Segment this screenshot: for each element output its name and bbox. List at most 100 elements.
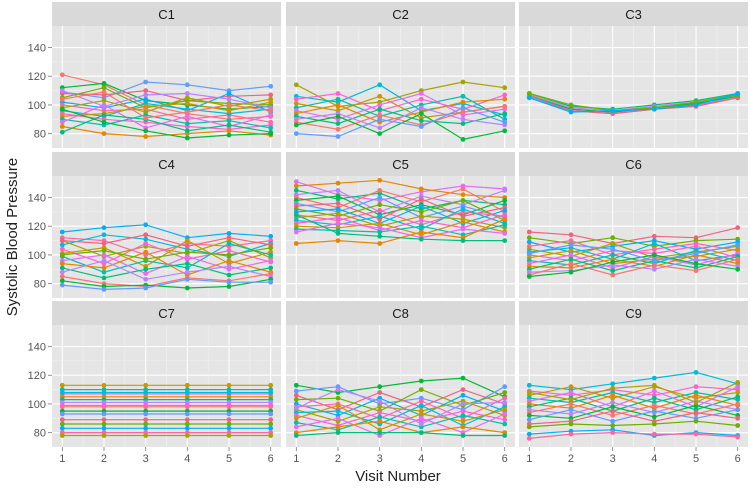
series-c9-13 <box>526 418 741 430</box>
data-point <box>377 116 383 122</box>
series-c1-17 <box>59 89 274 121</box>
data-point <box>377 410 383 415</box>
panel-strip <box>286 2 515 26</box>
data-point <box>610 268 616 274</box>
series-line <box>296 81 505 108</box>
data-point <box>526 229 532 235</box>
data-point <box>568 269 574 275</box>
data-point <box>502 395 508 401</box>
data-point <box>59 124 65 129</box>
data-point <box>184 421 190 427</box>
data-point <box>143 232 149 238</box>
data-point <box>226 411 232 417</box>
data-point <box>101 131 107 137</box>
series-line <box>296 112 505 141</box>
data-point <box>502 222 508 228</box>
data-point <box>377 404 383 410</box>
data-point <box>502 216 508 222</box>
data-point <box>59 382 65 388</box>
panel-strip-label: C2 <box>392 7 409 22</box>
data-point <box>101 390 107 395</box>
data-point <box>460 206 466 212</box>
data-point <box>101 382 107 388</box>
series-c7-9 <box>59 411 274 417</box>
data-point <box>651 246 657 252</box>
data-point <box>526 382 532 388</box>
series-c5-19 <box>293 212 508 244</box>
data-point <box>610 252 616 258</box>
data-point <box>226 128 232 134</box>
data-point <box>184 390 190 395</box>
data-point <box>460 99 466 105</box>
x-tick-label: 3 <box>143 453 149 465</box>
data-point <box>335 134 341 139</box>
x-tick-label: 6 <box>502 453 508 465</box>
data-point <box>59 433 65 438</box>
data-point <box>460 116 466 122</box>
data-point <box>101 252 107 258</box>
data-point <box>226 382 232 388</box>
y-tick-label: 80 <box>34 279 46 291</box>
data-point <box>568 401 574 407</box>
data-point <box>335 114 341 119</box>
x-tick-label: 3 <box>610 453 616 465</box>
series-line <box>529 97 738 115</box>
panel-strip-label: C9 <box>625 306 642 321</box>
data-point <box>377 225 383 231</box>
data-point <box>568 384 574 390</box>
data-point <box>184 285 190 291</box>
data-point <box>335 387 341 392</box>
data-point <box>418 236 424 242</box>
data-point <box>735 394 741 400</box>
data-point <box>377 131 383 137</box>
series-c7-11 <box>59 421 274 427</box>
data-point <box>610 418 616 424</box>
data-point <box>293 229 299 235</box>
data-point <box>184 265 190 271</box>
series-c4-1 <box>59 222 274 241</box>
data-point <box>502 384 508 390</box>
data-point <box>502 128 508 134</box>
data-point <box>293 212 299 218</box>
data-point <box>502 188 508 193</box>
data-point <box>693 251 699 256</box>
data-point <box>651 258 657 264</box>
series-line <box>296 107 505 138</box>
data-point <box>335 395 341 401</box>
series-line <box>296 105 505 130</box>
data-point <box>184 417 190 423</box>
data-point <box>735 384 741 390</box>
data-point <box>59 278 65 284</box>
data-point <box>460 198 466 203</box>
data-point <box>59 265 65 271</box>
data-point <box>568 248 574 254</box>
panels-layer: C1 C2 C3 C4 C5 C6 C7 C8 C9 <box>52 2 748 447</box>
data-point <box>502 407 508 413</box>
data-point <box>293 183 299 189</box>
data-point <box>502 96 508 102</box>
data-point <box>293 382 299 388</box>
series-line <box>62 239 271 259</box>
data-point <box>526 251 532 256</box>
data-point <box>502 411 508 417</box>
data-point <box>268 425 274 431</box>
data-point <box>735 407 741 413</box>
series-line <box>62 108 271 139</box>
data-point <box>460 408 466 414</box>
series-line <box>62 260 271 280</box>
x-tick-label: 1 <box>526 453 532 465</box>
series-line <box>296 410 505 427</box>
x-tick-label: 6 <box>268 453 274 465</box>
data-point <box>651 241 657 246</box>
data-point <box>610 430 616 435</box>
data-point <box>184 382 190 388</box>
data-point <box>143 241 149 246</box>
data-point <box>418 118 424 124</box>
data-point <box>377 213 383 219</box>
data-point <box>293 397 299 402</box>
x-tick-label: 2 <box>101 453 107 465</box>
data-point <box>418 411 424 417</box>
data-point <box>59 274 65 279</box>
data-point <box>568 242 574 248</box>
series-line <box>529 245 738 262</box>
